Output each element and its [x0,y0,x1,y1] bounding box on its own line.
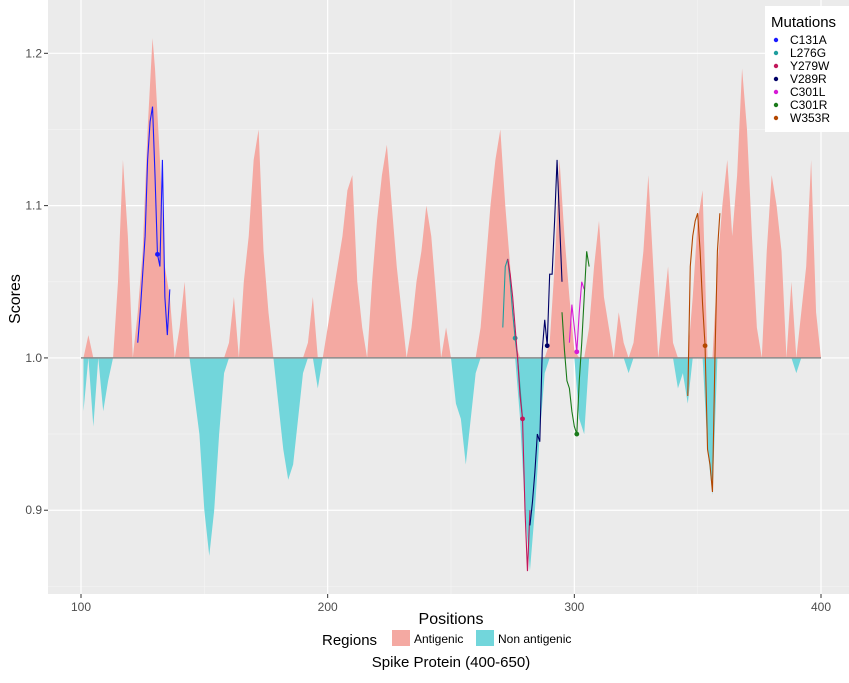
legend-swatch-antigenic [392,630,410,646]
legend-label-c131a: C131A [790,33,827,47]
mutation-line-y279w [507,258,531,572]
y-axis-title: Scores [7,274,24,324]
mutation-lines [137,106,721,572]
legend-dot-l276g [773,50,779,56]
legend-swatch-non-antigenic [476,630,494,646]
legend-label-c301l: C301L [790,85,826,99]
mutation-point-c301r [574,431,580,437]
legend-dot-c301l [773,89,779,95]
mutation-point-l276g [512,335,518,341]
grid-lines [48,0,849,594]
x-tick-label: 300 [564,600,584,614]
regions-legend-title: Regions [322,632,377,649]
mutation-point-c131a [155,251,160,257]
mutation-line-w353r [687,213,721,493]
regions-legend: Regions Antigenic Non antigenic [322,630,571,649]
area-antigenic [83,38,821,358]
x-tick-label: 400 [811,600,831,614]
legend-dot-v289r [773,76,779,82]
legend-dot-c301r [773,102,779,108]
mutations-legend-box [765,6,849,132]
mutations-legend: Mutations C131AL276GY279WV289RC301LC301R… [765,6,849,132]
chart-title: Spike Protein (400-650) [372,654,530,671]
legend-label-w353r: W353R [790,111,830,125]
mutation-line-c301r [561,251,590,435]
mutation-line-c131a [137,106,171,343]
legend-label-antigenic: Antigenic [414,632,463,646]
legend-dot-w353r [773,115,779,121]
legend-label-l276g: L276G [790,46,826,60]
mutation-point-w353r [702,343,708,349]
y-tick-label: 1.0 [25,351,42,365]
plot-panel [48,0,849,594]
legend-label-y279w: Y279W [790,59,830,73]
score-areas [83,38,821,572]
legend-label-v289r: V289R [790,72,827,86]
y-tick-label: 1.1 [25,199,42,213]
y-tick-label: 0.9 [25,503,42,517]
legend-label-non-antigenic: Non antigenic [498,632,571,646]
mutation-point-c301l [574,349,580,355]
y-tick-label: 1.2 [25,46,42,60]
mutation-point-y279w [520,416,525,422]
x-axis-title: Positions [419,611,484,628]
legend-dot-c131a [773,37,779,43]
mutations-legend-title: Mutations [771,14,836,31]
mutation-point-v289r [544,343,550,349]
legend-dot-y279w [773,63,779,69]
legend-label-c301r: C301R [790,98,828,112]
axis-ticks: 100 200 300 400 0.9 1.0 1.1 1.2 [25,46,831,614]
x-tick-label: 100 [71,600,91,614]
x-tick-label: 200 [318,600,338,614]
mutation-line-v289r [529,159,563,526]
